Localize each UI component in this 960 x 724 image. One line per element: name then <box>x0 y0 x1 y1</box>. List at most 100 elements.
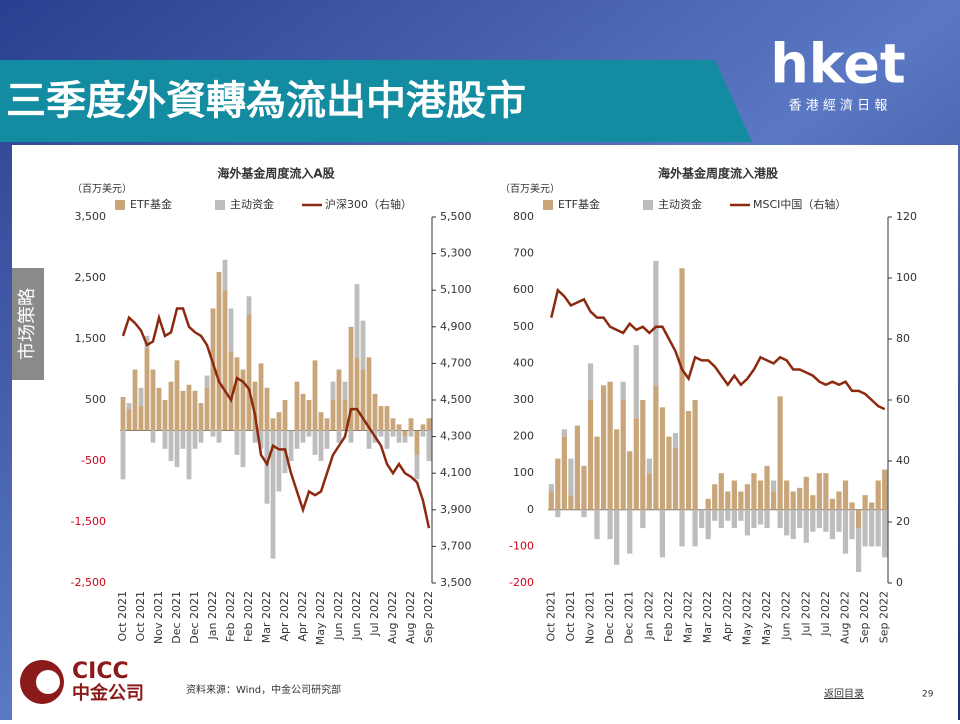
bar <box>366 357 372 431</box>
y2-tick-label: 4,500 <box>440 393 472 406</box>
x-tick-label: Dec 2021 <box>603 591 616 644</box>
bar <box>816 473 822 510</box>
x-tick-label: Jan 2022 <box>642 591 655 640</box>
x-tick-label: Sep 2022 <box>858 591 871 643</box>
bar <box>862 495 868 510</box>
bar <box>330 400 336 431</box>
sidebar <box>12 268 44 380</box>
bar <box>633 418 639 510</box>
bar <box>204 375 210 388</box>
bar <box>312 360 318 431</box>
bar <box>258 430 264 449</box>
bar <box>372 393 378 431</box>
y2-tick-label: 3,700 <box>440 539 472 552</box>
bar <box>810 495 816 510</box>
bar <box>276 430 282 492</box>
x-tick-label: Oct 2021 <box>544 591 557 642</box>
bar <box>869 509 875 547</box>
bar <box>216 271 222 431</box>
bar <box>198 430 204 443</box>
bar <box>204 387 210 431</box>
bar <box>882 509 888 558</box>
y2-tick-label: 120 <box>896 210 917 223</box>
bar <box>548 491 554 510</box>
bar <box>659 407 666 510</box>
bar <box>384 430 390 449</box>
bar <box>294 430 300 449</box>
bar <box>587 400 594 510</box>
bar <box>144 348 150 431</box>
bar <box>810 509 816 532</box>
bar <box>270 418 276 431</box>
y-tick-label: -200 <box>509 576 534 589</box>
y2-tick-label: 5,100 <box>440 283 472 296</box>
legend-swatch <box>543 200 553 210</box>
x-tick-label: Mar 2022 <box>260 591 273 643</box>
bar <box>420 430 426 437</box>
bar <box>555 509 561 518</box>
x-tick-label: May 2022 <box>760 591 773 645</box>
y-tick-label: 200 <box>513 430 534 443</box>
unit-label: （百万美元） <box>500 182 560 195</box>
x-tick-label: Apr 2022 <box>296 591 309 642</box>
bar <box>692 400 698 510</box>
bar <box>829 509 836 540</box>
legend-label: ETF基金 <box>130 197 172 211</box>
bar <box>366 430 372 449</box>
bar <box>594 509 600 540</box>
bar <box>875 480 881 510</box>
chart-title: 海外基金周度流入A股 <box>217 166 335 181</box>
x-tick-label: Jul 2022 <box>368 591 381 637</box>
x-tick-label: Oct 2021 <box>116 591 129 642</box>
bar <box>426 430 432 461</box>
bar <box>672 432 679 448</box>
bar <box>869 502 875 510</box>
bar <box>126 409 132 431</box>
bar <box>390 430 396 437</box>
x-tick-label: Feb 2022 <box>662 591 675 642</box>
unit-label: （百万美元） <box>72 182 132 195</box>
bar <box>168 381 174 431</box>
bar <box>882 469 888 510</box>
y-tick-label: 1,500 <box>75 332 107 345</box>
bar <box>306 430 312 437</box>
bar <box>823 473 829 510</box>
bar <box>162 400 168 431</box>
bar <box>627 451 633 510</box>
bar <box>354 284 360 358</box>
y-tick-label: 300 <box>513 393 534 406</box>
bar <box>731 480 737 510</box>
brand: CICC <box>72 659 129 684</box>
bar <box>816 509 822 529</box>
toc-link[interactable]: 返回目录 <box>824 688 864 700</box>
bar <box>685 410 692 510</box>
bar <box>568 458 574 496</box>
y-tick-label: -2,500 <box>71 576 106 589</box>
bar <box>699 509 705 529</box>
logo-sub: 香 港 經 濟 日 報 <box>789 98 888 114</box>
x-tick-label: Dec 2021 <box>623 591 636 644</box>
bar <box>300 430 306 443</box>
bar <box>138 387 144 407</box>
y2-tick-label: 4,700 <box>440 356 472 369</box>
x-tick-label: Nov 2021 <box>584 591 597 644</box>
legend-label: 沪深300（右轴） <box>325 197 412 211</box>
bar <box>757 509 764 525</box>
y2-tick-label: 60 <box>896 393 910 406</box>
bar <box>180 390 186 431</box>
bar <box>186 384 192 431</box>
line <box>121 307 431 529</box>
header-band <box>0 60 752 142</box>
bar <box>378 430 384 437</box>
bar <box>725 491 731 510</box>
bar <box>718 473 724 510</box>
y-tick-label: -100 <box>509 539 534 552</box>
bar <box>679 268 685 510</box>
bar <box>234 357 240 431</box>
legend-label: MSCI中国（右轴） <box>753 197 846 211</box>
bar <box>138 406 144 431</box>
bar <box>402 436 408 443</box>
bar <box>849 509 855 540</box>
bar <box>360 320 366 370</box>
bar <box>587 363 594 400</box>
